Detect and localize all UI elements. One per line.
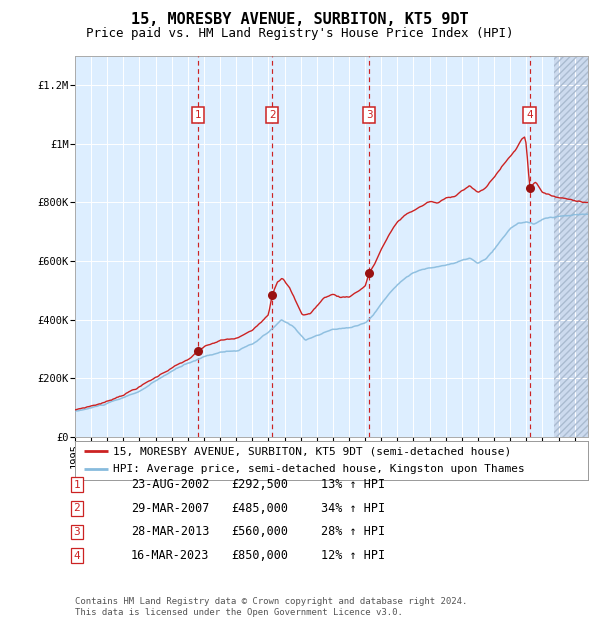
Bar [554, 56, 588, 437]
Text: 15, MORESBY AVENUE, SURBITON, KT5 9DT (semi-detached house): 15, MORESBY AVENUE, SURBITON, KT5 9DT (s… [113, 446, 512, 456]
Text: 13% ↑ HPI: 13% ↑ HPI [321, 479, 385, 491]
Text: £850,000: £850,000 [231, 549, 288, 562]
Text: 3: 3 [365, 110, 372, 120]
Text: 34% ↑ HPI: 34% ↑ HPI [321, 502, 385, 515]
Text: £292,500: £292,500 [231, 479, 288, 491]
Text: 16-MAR-2023: 16-MAR-2023 [131, 549, 209, 562]
Text: 4: 4 [526, 110, 533, 120]
Text: 2: 2 [269, 110, 275, 120]
Text: Price paid vs. HM Land Registry's House Price Index (HPI): Price paid vs. HM Land Registry's House … [86, 27, 514, 40]
Text: 29-MAR-2007: 29-MAR-2007 [131, 502, 209, 515]
Text: HPI: Average price, semi-detached house, Kingston upon Thames: HPI: Average price, semi-detached house,… [113, 464, 525, 474]
Text: 12% ↑ HPI: 12% ↑ HPI [321, 549, 385, 562]
Text: 4: 4 [73, 551, 80, 560]
Text: 28% ↑ HPI: 28% ↑ HPI [321, 526, 385, 538]
Bar [554, 56, 588, 437]
Text: 2: 2 [73, 503, 80, 513]
Text: 23-AUG-2002: 23-AUG-2002 [131, 479, 209, 491]
Text: £560,000: £560,000 [231, 526, 288, 538]
Text: 28-MAR-2013: 28-MAR-2013 [131, 526, 209, 538]
Text: 1: 1 [195, 110, 202, 120]
Text: 1: 1 [73, 480, 80, 490]
Text: 3: 3 [73, 527, 80, 537]
Text: Contains HM Land Registry data © Crown copyright and database right 2024.
This d: Contains HM Land Registry data © Crown c… [75, 598, 467, 617]
Text: £485,000: £485,000 [231, 502, 288, 515]
Text: 15, MORESBY AVENUE, SURBITON, KT5 9DT: 15, MORESBY AVENUE, SURBITON, KT5 9DT [131, 12, 469, 27]
